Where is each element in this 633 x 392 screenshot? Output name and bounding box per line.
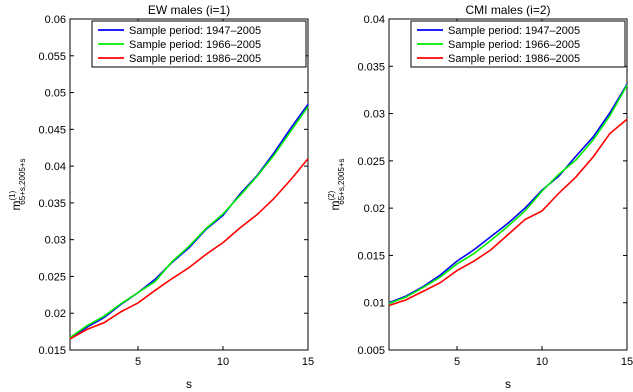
cmi-ytick-label: 0.03 [364,109,385,121]
ew-xtick-label: 15 [302,356,314,368]
ew-legend-label-2: Sample period: 1966–2005 [129,39,261,51]
cmi-panel: 0.005 0.01 0.015 0.02 0.025 0.03 0.035 0.04 5 10 1… [327,3,633,391]
ew-ytick-label: 0.035 [38,198,66,210]
cmi-series-line-1 [388,83,628,304]
cmi-series-line-3 [388,118,628,307]
ew-xtick-label: 10 [217,356,229,368]
cmi-ytick-label: 0.015 [357,250,385,262]
cmi-y-axis-label: m(2)65+s,2005+s [327,158,346,210]
cmi-xtick-label: 10 [536,356,548,368]
ew-series-line-1 [69,103,309,339]
cmi-xtick-label: 15 [621,356,633,368]
ew-x-axis-label: s [186,377,192,391]
ew-legend-label-3: Sample period: 1986–2005 [129,53,261,65]
ew-plot-frame [69,18,309,351]
ew-ytick-label: 0.025 [38,271,66,283]
ew-series-line-2 [69,106,309,339]
ew-ytick-label: 0.015 [38,345,66,357]
ew-series-line-3 [69,158,309,340]
cmi-legend-box [410,20,626,68]
ew-y-axis-label-sub: 65+s,2005+s [18,158,27,204]
cmi-legend-label-2: Sample period: 1966–2005 [448,39,580,51]
cmi-y-axis-label-sup: (2) [327,190,336,200]
cmi-legend-label-3: Sample period: 1986–2005 [448,53,580,65]
ew-legend-label-1: Sample period: 1947–2005 [129,25,261,37]
cmi-legend-label-1: Sample period: 1947–2005 [448,25,580,37]
ew-panel: 0.015 0.02 0.025 0.03 0.035 0.04 0.045 0.05 0.05… [8,3,314,391]
ew-ytick-label: 0.04 [45,161,66,173]
cmi-ytick-label: 0.01 [364,298,385,310]
ew-ytick-label: 0.06 [45,14,66,26]
ew-y-axis-label-sup: (1) [8,190,17,200]
cmi-xtick-label: 5 [454,356,460,368]
cmi-y-axis-label-base: m [328,201,342,211]
cmi-chart-title: CMI males (i=2) [465,3,550,17]
ew-ytick-label: 0.03 [45,235,66,247]
ew-xtick-label: 5 [135,356,141,368]
cmi-ytick-label: 0.04 [364,14,385,26]
cmi-legend: Sample period: 1947–2005 Sample period: 1… [410,20,626,68]
ew-ytick-label: 0.02 [45,308,66,320]
ew-chart-title: EW males (i=1) [148,3,230,17]
cmi-ytick-label: 0.02 [364,203,385,215]
cmi-x-axis-label: s [505,377,511,391]
cmi-ytick-label: 0.005 [357,345,385,357]
cmi-series-line-2 [388,84,628,305]
cmi-ytick-label: 0.035 [357,61,385,73]
cmi-plot-frame [388,18,628,351]
ew-y-axis-label-base: m [9,201,23,211]
ew-legend: Sample period: 1947–2005 Sample period: 1… [91,20,307,68]
cmi-ytick-label: 0.025 [357,156,385,168]
ew-y-axis-label: m(1)65+s,2005+s [8,158,27,210]
ew-ytick-label: 0.055 [38,51,66,63]
ew-ytick-label: 0.045 [38,124,66,136]
cmi-y-axis-label-sub: 65+s,2005+s [337,158,346,204]
ew-legend-box [91,20,307,68]
ew-ytick-label: 0.05 [45,88,66,100]
